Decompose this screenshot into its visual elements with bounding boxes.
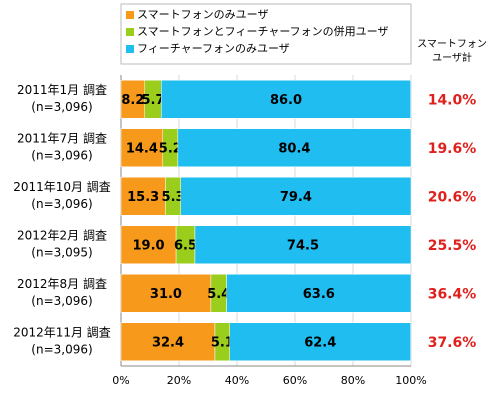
- value-label: 63.6: [303, 287, 335, 302]
- y-tick-sublabel: (n=3,095): [31, 245, 92, 259]
- legend-label: スマートフォンとフィーチャーフォンの併用ユーザ: [137, 24, 388, 38]
- bar-segment: [229, 322, 411, 361]
- value-label: 6.5: [174, 238, 197, 253]
- value-label: 31.0: [150, 287, 182, 302]
- legend-box: [120, 3, 412, 65]
- bar-segment: [177, 128, 412, 167]
- y-tick-label: 2012年11月 調査: [13, 325, 111, 339]
- value-label: 5.7: [142, 93, 165, 108]
- y-tick-sublabel: (n=3,096): [31, 148, 92, 162]
- total-label: 19.6%: [428, 141, 477, 157]
- total-label: 20.6%: [428, 189, 477, 205]
- x-tick-label: 0%: [112, 374, 129, 387]
- bar-segment: [120, 322, 216, 361]
- y-tick-sublabel: (n=3,096): [31, 100, 92, 114]
- value-label: 74.5: [287, 238, 319, 253]
- value-label: 86.0: [270, 93, 302, 108]
- value-label: 19.0: [133, 238, 165, 253]
- bar-segment: [120, 274, 212, 313]
- bar-segment: [120, 177, 166, 216]
- y-tick-label: 2012年8月 調査: [17, 277, 107, 291]
- value-label: 5.2: [159, 141, 182, 156]
- value-label: 32.4: [152, 335, 184, 350]
- y-tick-label: 2012年2月 調査: [17, 228, 107, 242]
- x-tick-label: 100%: [395, 374, 426, 387]
- total-label: 37.6%: [428, 335, 477, 351]
- bar-segment: [120, 128, 164, 167]
- bar-segment: [194, 225, 412, 264]
- y-tick-label: 2011年10月 調査: [13, 180, 111, 194]
- value-label: 80.4: [278, 141, 310, 156]
- y-tick-label: 2011年7月 調査: [17, 131, 107, 145]
- value-label: 15.3: [127, 190, 159, 205]
- x-tick-label: 20%: [167, 374, 191, 387]
- x-tick-label: 80%: [341, 374, 365, 387]
- value-label: 14.4: [126, 141, 158, 156]
- total-label: 14.0%: [428, 92, 477, 108]
- legend-swatch: [126, 11, 134, 19]
- value-label: 5.3: [162, 190, 185, 205]
- bar-segment: [180, 177, 412, 216]
- value-label: 5.1: [211, 335, 234, 350]
- value-label: 8.2: [121, 93, 144, 108]
- legend-swatch: [126, 28, 134, 36]
- x-tick-label: 40%: [225, 374, 249, 387]
- totals-title: ユーザ計: [432, 51, 472, 64]
- total-label: 36.4%: [428, 286, 477, 302]
- total-label: 25.5%: [428, 238, 477, 254]
- totals-title: スマートフォン: [417, 39, 487, 50]
- y-tick-sublabel: (n=3,096): [31, 197, 92, 211]
- bar-segment: [226, 274, 412, 313]
- y-tick-label: 2011年1月 調査: [17, 83, 107, 97]
- legend-swatch: [126, 45, 134, 53]
- value-label: 5.4: [207, 287, 230, 302]
- bar-segment: [161, 80, 411, 119]
- value-label: 62.4: [304, 335, 336, 350]
- y-tick-sublabel: (n=3,096): [31, 342, 92, 356]
- legend-label: スマートフォンのみユーザ: [137, 8, 268, 21]
- y-tick-sublabel: (n=3,096): [31, 294, 92, 308]
- x-tick-label: 60%: [283, 374, 307, 387]
- legend-label: フィーチャーフォンのみユーザ: [137, 42, 290, 55]
- value-label: 79.4: [280, 190, 312, 205]
